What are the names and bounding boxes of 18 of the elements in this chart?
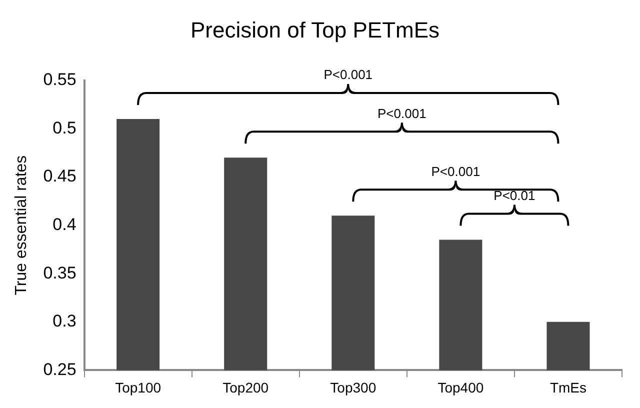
x-tick-label: Top300 <box>330 379 376 396</box>
x-tick-label: Top200 <box>222 379 269 396</box>
annotation: P<0.001 <box>430 164 482 180</box>
y-axis-title: True essential rates <box>13 155 30 296</box>
y-tick-label: 0.55 <box>43 70 76 90</box>
y-tick-label: 0.5 <box>52 118 76 138</box>
chart-title: Precision of Top PETmEs <box>190 17 440 42</box>
y-tick-label: 0.35 <box>43 263 76 282</box>
x-tick-label: Top100 <box>115 379 162 396</box>
y-tick-label: 0.25 <box>43 360 76 379</box>
x-tick-label: Top400 <box>438 379 484 396</box>
annotation: P<0.01 <box>492 188 536 204</box>
annotation: P<0.001 <box>376 106 428 122</box>
y-tick-label: 0.4 <box>52 214 76 234</box>
y-tick-label: 0.3 <box>52 312 76 331</box>
x-tick-label: TmEs <box>550 379 587 396</box>
y-tick-label: 0.45 <box>43 166 76 186</box>
annotation: P<0.001 <box>322 67 374 84</box>
